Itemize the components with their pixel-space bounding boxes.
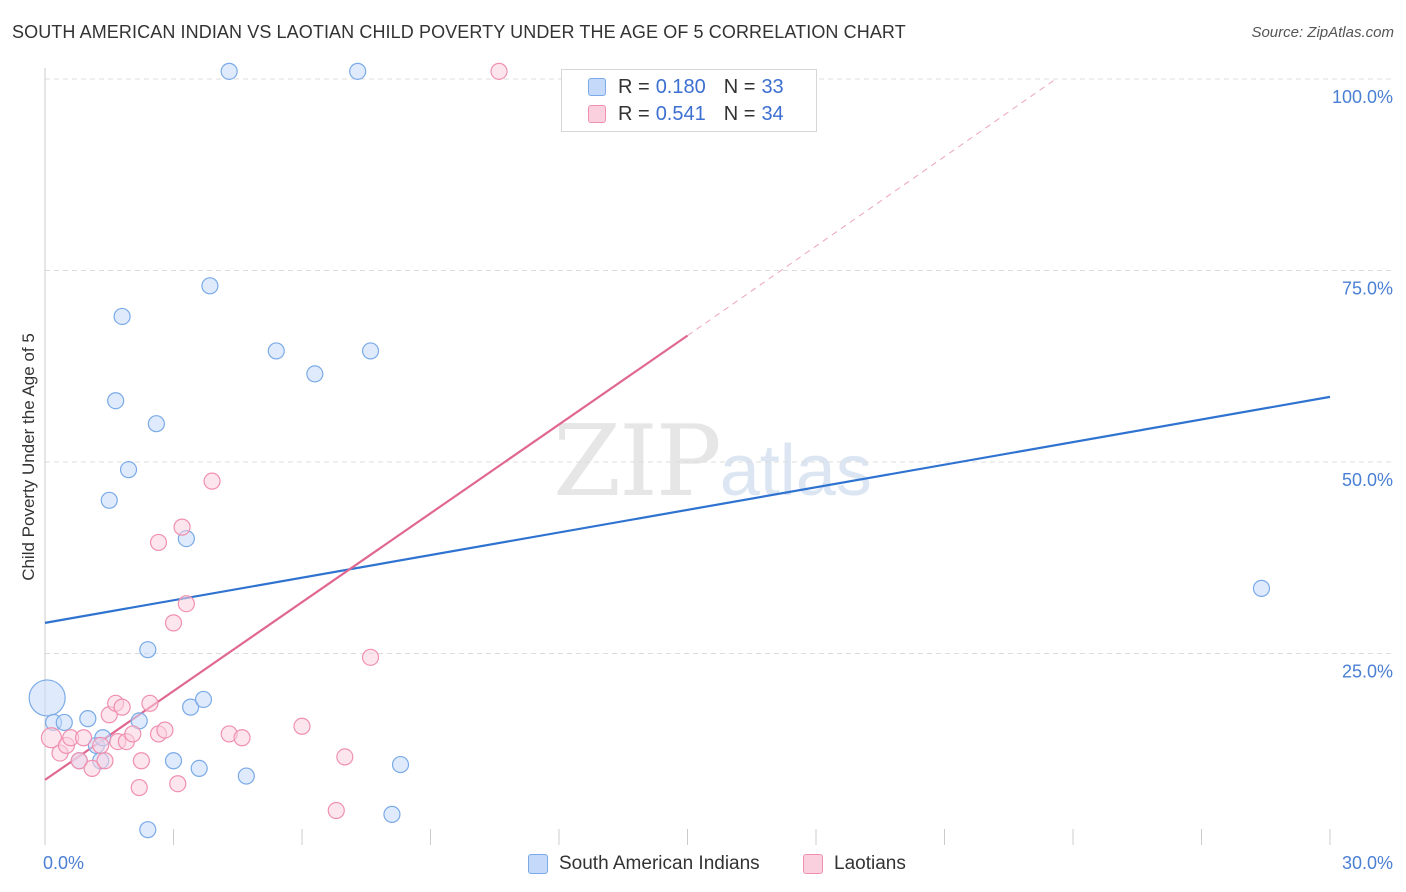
y-axis-label: Child Poverty Under the Age of 5 xyxy=(19,333,38,581)
point-laotians xyxy=(336,748,354,766)
point-laotians xyxy=(130,778,148,797)
point-laotians xyxy=(361,648,380,666)
legend-r-label: R = xyxy=(618,75,650,98)
watermark: ZIPatlas xyxy=(553,405,872,519)
point-laotians xyxy=(141,694,159,712)
series-legend-laotians: Laotians xyxy=(803,852,906,876)
chart-title: SOUTH AMERICAN INDIAN VS LAOTIAN CHILD P… xyxy=(12,22,906,42)
series-swatch-blue xyxy=(528,854,548,874)
legend-row-laotians: R = 0.541 N = 34 xyxy=(588,102,784,126)
point-south-american-indians xyxy=(147,415,165,433)
correlation-legend: R = 0.180 N = 33 R = 0.541 N = 34 xyxy=(561,69,817,132)
point-south-american-indians xyxy=(220,62,238,80)
point-laotians xyxy=(490,62,508,80)
point-laotians xyxy=(40,727,63,749)
tick-labels: 25.0% 50.0% 75.0% 100.0% 0.0% 30.0% xyxy=(43,87,1393,873)
point-south-american-indians xyxy=(113,307,131,326)
point-laotians xyxy=(83,759,101,778)
trend-line-south-american-indians xyxy=(44,395,1331,624)
point-laotians xyxy=(203,472,221,490)
point-south-american-indians xyxy=(139,821,157,839)
point-south-american-indians xyxy=(79,710,97,728)
point-laotians xyxy=(124,725,142,743)
y-tick-label: 50.0% xyxy=(1342,470,1393,490)
point-laotians xyxy=(233,729,251,747)
point-laotians xyxy=(293,717,311,735)
point-laotians xyxy=(327,801,345,820)
legend-r-value: 0.180 xyxy=(655,75,706,98)
point-south-american-indians xyxy=(201,277,219,295)
point-south-american-indians xyxy=(119,461,138,479)
point-laotians xyxy=(173,518,191,536)
legend-r-value: 0.541 xyxy=(655,102,706,125)
y-tick-label: 25.0% xyxy=(1342,662,1393,682)
data-points xyxy=(28,62,1271,839)
point-laotians xyxy=(164,614,183,632)
point-south-american-indians xyxy=(391,755,410,774)
legend-n-value: 33 xyxy=(761,75,784,98)
point-laotians xyxy=(113,698,131,716)
point-laotians xyxy=(70,752,88,770)
legend-n-value: 34 xyxy=(761,102,784,125)
point-south-american-indians xyxy=(349,62,367,80)
trend-line-laotians-extension xyxy=(687,78,1057,337)
legend-n-label: N = xyxy=(723,75,756,98)
series-label: South American Indians xyxy=(559,853,760,874)
point-laotians xyxy=(177,595,195,613)
point-south-american-indians xyxy=(100,491,118,509)
point-south-american-indians xyxy=(190,759,208,778)
legend-r-label: R = xyxy=(618,102,650,125)
axes xyxy=(44,68,1331,845)
point-laotians xyxy=(156,721,174,739)
point-south-american-indians xyxy=(55,713,73,732)
point-laotians xyxy=(132,752,150,770)
point-south-american-indians xyxy=(194,690,213,709)
point-laotians xyxy=(96,752,114,770)
point-south-american-indians xyxy=(182,698,200,716)
legend-swatch-pink xyxy=(588,105,606,123)
source-credit: Source: ZipAtlas.com xyxy=(1251,24,1394,41)
point-laotians xyxy=(92,736,110,755)
point-laotians xyxy=(74,729,93,747)
legend-n-label: N = xyxy=(723,102,756,125)
gridlines xyxy=(45,78,1392,654)
trend-lines xyxy=(44,78,1331,781)
series-legend-south-american-indians: South American Indians xyxy=(528,852,760,876)
y-tick-label: 100.0% xyxy=(1332,87,1393,107)
x-tick-label: 30.0% xyxy=(1342,853,1393,873)
point-south-american-indians xyxy=(28,679,66,717)
point-laotians xyxy=(169,775,187,793)
point-south-american-indians xyxy=(383,805,401,823)
point-south-american-indians xyxy=(107,392,125,410)
point-south-american-indians xyxy=(139,641,157,659)
point-south-american-indians xyxy=(306,365,324,383)
series-swatch-pink xyxy=(803,854,823,874)
point-south-american-indians xyxy=(237,767,255,785)
point-south-american-indians xyxy=(361,342,380,360)
point-south-american-indians xyxy=(164,752,183,770)
x-tick-label: 0.0% xyxy=(43,853,84,873)
legend-row-south-american-indians: R = 0.180 N = 33 xyxy=(588,75,784,99)
y-tick-label: 75.0% xyxy=(1342,279,1393,299)
watermark-atlas: atlas xyxy=(719,431,872,511)
point-laotians xyxy=(149,533,168,552)
point-south-american-indians xyxy=(267,342,285,360)
point-south-american-indians xyxy=(1252,579,1271,597)
legend-swatch-blue xyxy=(588,78,606,96)
series-label: Laotians xyxy=(834,853,906,874)
